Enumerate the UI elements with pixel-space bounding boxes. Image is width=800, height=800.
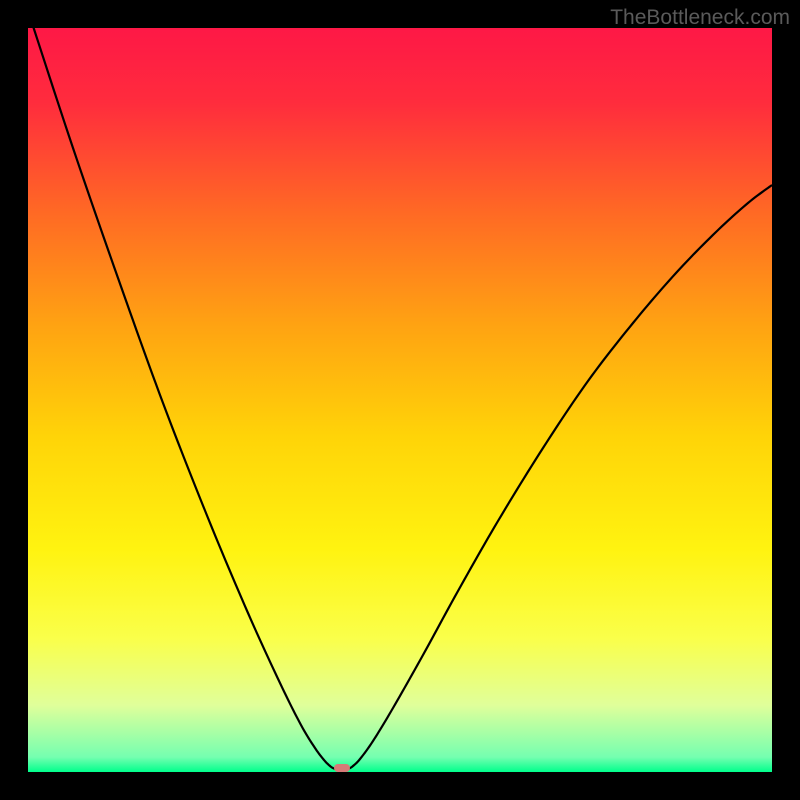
optimal-point-marker	[334, 764, 350, 772]
chart-plot-area	[28, 28, 772, 772]
watermark-text: TheBottleneck.com	[610, 6, 790, 30]
bottleneck-curve	[28, 28, 772, 772]
